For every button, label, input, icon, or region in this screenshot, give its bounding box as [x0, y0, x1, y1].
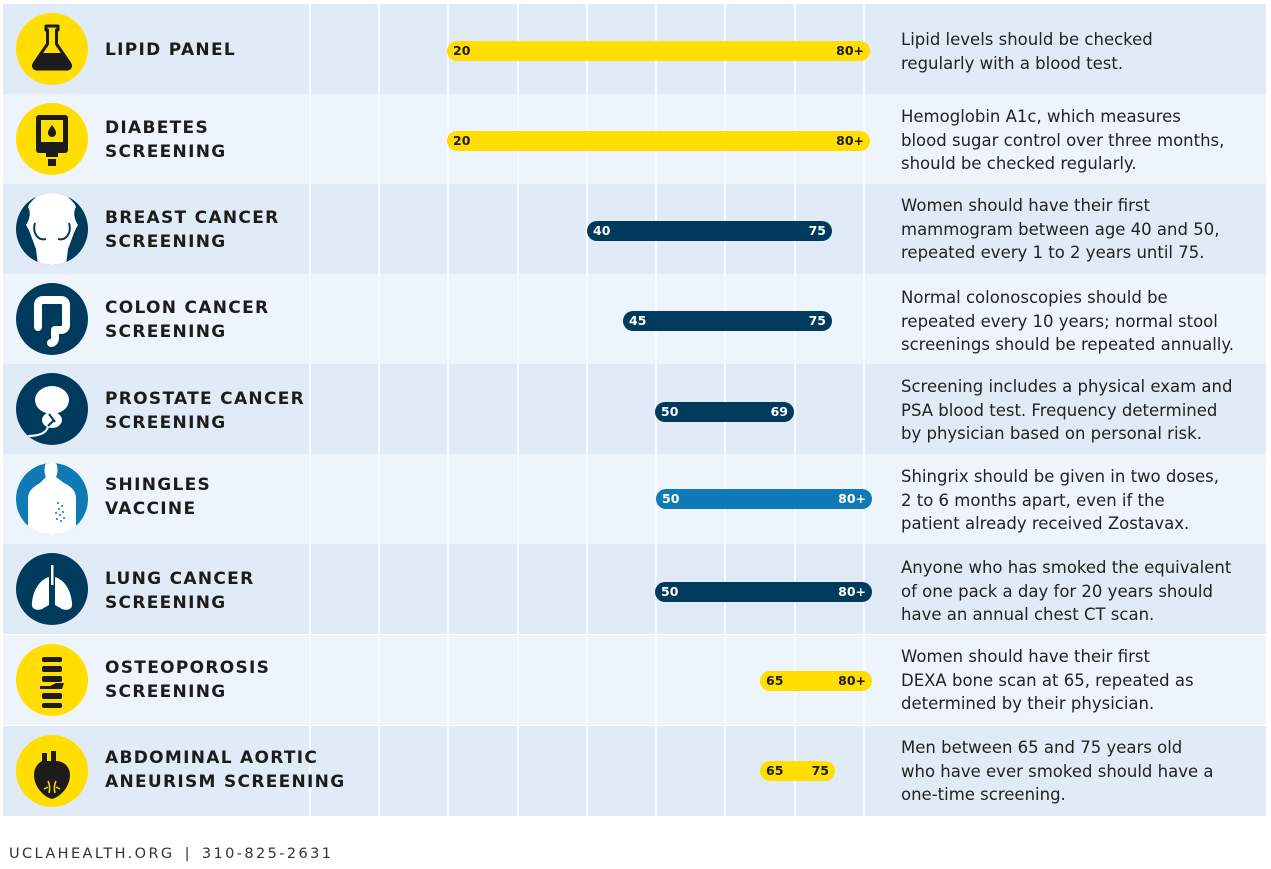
age-range-bar: 50 69: [655, 402, 794, 422]
prostate-icon: [16, 373, 88, 445]
row-description: Men between 65 and 75 years old who have …: [901, 738, 1214, 804]
row-label: SHINGLES VACCINE: [105, 475, 212, 519]
colon-icon: [16, 283, 88, 355]
table-row: [3, 454, 1266, 544]
row-label: OSTEOPOROSIS SCREENING: [105, 658, 271, 702]
age-range-bar: 50 80+: [655, 582, 872, 602]
footer-phone[interactable]: 310-825-2631: [201, 846, 334, 862]
footer: UCLAHEALTH.ORG | 310-825-2631: [9, 846, 333, 862]
lungs-icon: [16, 553, 88, 625]
age-range-bar: 50 80+: [656, 489, 872, 509]
footer-separator: |: [184, 846, 192, 862]
row-label: DIABETES SCREENING: [105, 118, 227, 162]
spine-icon: [16, 644, 88, 716]
row-label: LIPID PANEL: [105, 40, 237, 60]
age-range-bar: 40 75: [587, 221, 832, 241]
gridline: [447, 4, 449, 816]
age-range-bar: 20 80+: [447, 131, 870, 151]
row-label: LUNG CANCER SCREENING: [105, 569, 255, 613]
heart-icon: [16, 735, 88, 807]
table-row: [3, 726, 1266, 816]
table-row: [3, 544, 1266, 634]
row-description: Hemoglobin A1c, which measures blood suga…: [901, 107, 1225, 173]
age-range-bar: 45 75: [623, 311, 832, 331]
age-range-bar: 65 75: [760, 761, 835, 781]
table-row: [3, 635, 1266, 725]
breast-icon: [16, 193, 88, 265]
gridline: [517, 4, 519, 816]
gridline: [794, 4, 796, 816]
shingles-torso-icon: [16, 463, 88, 535]
gridline: [863, 4, 865, 816]
row-description: Shingrix should be given in two doses, 2 …: [901, 467, 1220, 533]
age-range-bar: 65 80+: [760, 671, 872, 691]
age-range-bar: 20 80+: [447, 41, 870, 61]
row-description: Women should have their first DEXA bone s…: [901, 647, 1194, 713]
row-description: Anyone who has smoked the equivalent of o…: [901, 558, 1232, 624]
table-row: [3, 364, 1266, 454]
row-label: ABDOMINAL AORTIC ANEURISM SCREENING: [105, 748, 346, 792]
row-label: BREAST CANCER SCREENING: [105, 208, 280, 252]
screening-table: [3, 4, 1266, 816]
gridline: [378, 4, 380, 816]
row-description: Screening includes a physical exam and PS…: [901, 377, 1233, 443]
gridline: [586, 4, 588, 816]
footer-website-link[interactable]: UCLAHEALTH.ORG: [9, 846, 175, 862]
glucose-meter-icon: [16, 103, 88, 175]
row-label: PROSTATE CANCER SCREENING: [105, 389, 306, 433]
row-description: Normal colonoscopies should be repeated e…: [901, 288, 1235, 354]
flask-icon: [16, 13, 88, 85]
row-description: Lipid levels should be checked regularly …: [901, 30, 1153, 73]
row-description: Women should have their first mammogram b…: [901, 196, 1220, 262]
gridline: [309, 4, 311, 816]
row-label: COLON CANCER SCREENING: [105, 298, 270, 342]
